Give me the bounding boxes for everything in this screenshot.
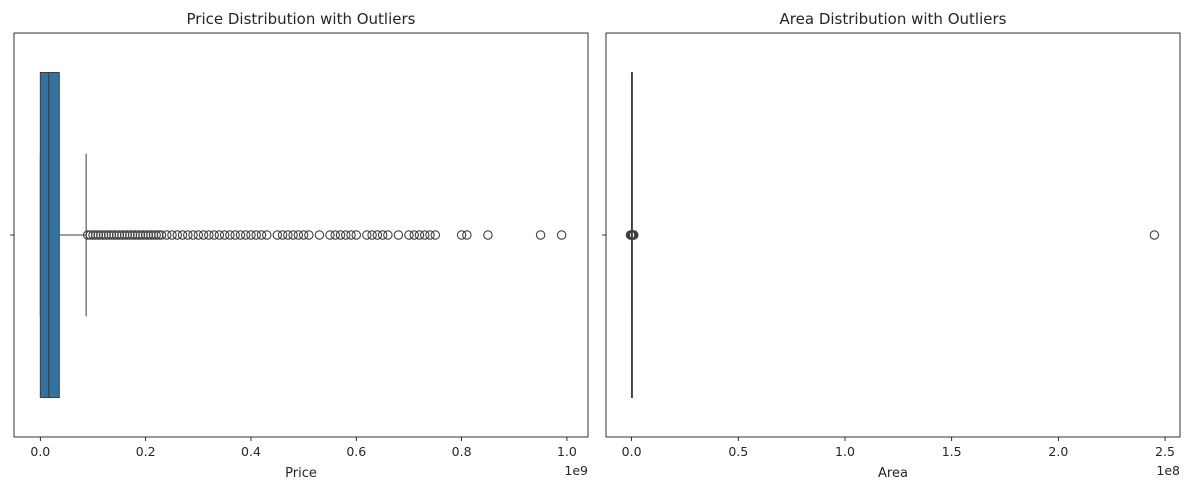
price-outlier-point	[341, 230, 351, 240]
price-outlier-point	[372, 230, 383, 240]
price-outlier-point	[151, 230, 161, 240]
price-outlier-point	[193, 230, 204, 240]
area-x-tick-label: 2.0	[1048, 444, 1068, 459]
price-outlier-point	[420, 230, 430, 240]
price-outlier-point	[393, 230, 404, 240]
price-outlier-point	[283, 230, 293, 240]
price-outlier-point	[298, 230, 309, 240]
price-outlier-point	[462, 230, 472, 240]
price-box	[39, 72, 60, 398]
price-outlier-point	[240, 230, 251, 240]
area-boxplot-panel: Area Distribution with Outliers Area 1e8…	[602, 10, 1181, 481]
area-x-tick-label: 2.5	[1155, 444, 1175, 459]
price-outlier-point	[177, 230, 188, 240]
price-outlier-point	[483, 230, 493, 240]
price-outlier-point	[183, 230, 193, 240]
price-outlier-point	[425, 230, 435, 240]
price-outlier-point	[225, 230, 235, 240]
area-x-tick-label: 1.0	[835, 444, 855, 459]
price-outlier-point	[251, 230, 261, 240]
area-x-tick-label: 0.5	[728, 444, 748, 459]
price-outlier-point	[214, 230, 225, 240]
price-outlier-point	[325, 230, 335, 240]
price-outlier-point	[456, 230, 467, 240]
area-outlier-point	[628, 230, 639, 240]
price-outlier-point	[314, 230, 325, 240]
area-outlier-point	[1149, 230, 1160, 240]
price-outlier-point	[377, 230, 388, 240]
price-outlier-point	[219, 230, 230, 240]
price-outlier-point	[188, 230, 198, 240]
price-outlier-point	[346, 230, 356, 240]
area-plot-frame	[605, 32, 1181, 438]
price-outlier-point	[404, 230, 414, 240]
price-outlier-point	[430, 230, 441, 240]
price-outlier-point	[414, 230, 425, 240]
price-x-axis-label: Price	[285, 466, 317, 481]
price-x-tick-label: 0.6	[346, 444, 366, 459]
price-x-offset-label: 1e9	[564, 463, 588, 478]
price-outlier-point	[362, 230, 372, 240]
price-outlier-point	[277, 230, 288, 240]
price-x-tick-label: 0.2	[136, 444, 156, 459]
price-outlier-point	[246, 230, 256, 240]
price-outlier-point	[256, 230, 267, 240]
price-x-tick-label: 0.4	[241, 444, 261, 459]
price-outlier-point	[172, 230, 182, 240]
price-boxplot-panel: Price Distribution with Outliers Price 1…	[10, 10, 589, 481]
price-outlier-point	[304, 230, 314, 240]
price-outlier-point	[204, 230, 214, 240]
price-outlier-point	[198, 230, 209, 240]
price-x-tick-label: 0.8	[452, 444, 472, 459]
area-chart-title: Area Distribution with Outliers	[780, 10, 1007, 28]
price-chart-title: Price Distribution with Outliers	[187, 10, 416, 28]
price-outlier-point	[209, 230, 219, 240]
area-x-offset-label: 1e8	[1156, 463, 1180, 478]
price-outlier-point	[167, 230, 177, 240]
price-outlier-point	[556, 230, 567, 240]
price-x-tick-label: 1.0	[557, 444, 577, 459]
price-outlier-point	[230, 230, 240, 240]
price-outlier-point	[330, 230, 340, 240]
price-x-tick-label: 0.0	[30, 444, 50, 459]
price-outlier-point	[367, 230, 377, 240]
price-outlier-point	[262, 230, 272, 240]
price-outlier-point	[293, 230, 304, 240]
price-outlier-point	[351, 230, 362, 240]
price-outlier-point	[335, 230, 346, 240]
price-outlier-point	[288, 230, 298, 240]
price-outlier-point	[235, 230, 246, 240]
price-outlier-point	[161, 230, 172, 240]
area-x-axis-label: Area	[878, 466, 908, 481]
price-outlier-point	[272, 230, 283, 240]
area-x-tick-label: 0.0	[622, 444, 642, 459]
price-outlier-point	[409, 230, 419, 240]
price-outlier-point	[383, 230, 393, 240]
price-outlier-point	[156, 230, 167, 240]
area-x-tick-label: 1.5	[942, 444, 962, 459]
price-outlier-point	[535, 230, 546, 240]
